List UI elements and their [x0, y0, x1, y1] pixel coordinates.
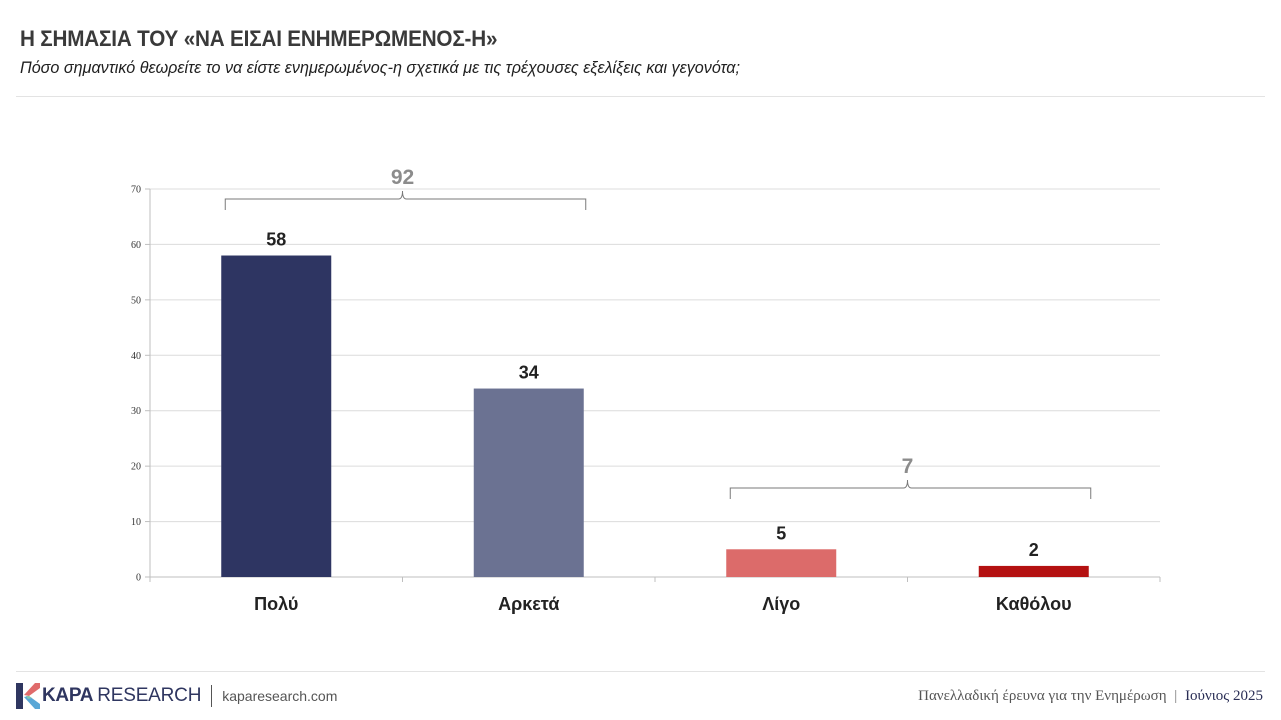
y-tick-label: 10: [131, 517, 141, 528]
data-label: 58: [266, 230, 286, 250]
survey-source: Πανελλαδική έρευνα για την Ενημέρωση: [918, 688, 1167, 704]
y-tick-label: 60: [131, 240, 141, 251]
group-bracket: [224, 190, 587, 210]
bar-4: [978, 565, 1089, 577]
footer-source: Πανελλαδική έρευνα για την Ενημέρωση | Ι…: [918, 688, 1263, 705]
y-tick-label: 50: [131, 295, 141, 306]
logo-kapa-text: KAPA: [42, 685, 94, 706]
logo-research-text: RESEARCH: [97, 685, 202, 706]
data-label: 34: [519, 363, 539, 383]
y-tick-label: 30: [131, 406, 141, 417]
y-tick-label: 20: [131, 462, 141, 473]
data-label: 5: [776, 523, 786, 543]
y-tick-label: 0: [136, 573, 141, 584]
group-total-label: 92: [391, 166, 414, 189]
logo-separator: [211, 685, 213, 707]
chart-labels: 58 Πολύ 34 Αρκετά 5 Λίγο 2 Καθόλου: [254, 230, 1071, 614]
y-tick-label: 70: [131, 185, 141, 196]
header-divider: [16, 96, 1265, 97]
category-label: Πολύ: [254, 594, 298, 614]
chart-group-brackets: 92 7: [224, 166, 1092, 499]
footer-separator: |: [1174, 688, 1178, 704]
category-label: Λίγο: [762, 594, 800, 614]
bar-3: [726, 549, 837, 577]
website-url[interactable]: kaparesearch.com: [222, 688, 338, 704]
survey-date: Ιούνιος 2025: [1185, 688, 1263, 704]
category-label: Καθόλου: [996, 594, 1072, 614]
bar-chart: 0 10 20 30 40 50 60 70 58 Πολύ 34 Αρκετά 5 Λίγο 2 Καθό…: [131, 166, 1161, 614]
group-bracket: [729, 479, 1092, 499]
page-title: Η ΣΗΜΑΣΙΑ ΤΟΥ «ΝΑ ΕΙΣΑΙ ΕΝΗΜΕΡΩΜΕΝΟΣ-Η»: [20, 26, 498, 51]
footer-divider: [16, 671, 1265, 672]
data-label: 2: [1029, 540, 1039, 560]
y-tick-label: 40: [131, 351, 141, 362]
group-total-label: 7: [902, 455, 914, 478]
category-label: Αρκετά: [498, 594, 559, 614]
chart-bars: [221, 255, 1089, 577]
kapa-logo-icon: [16, 683, 40, 709]
page-subtitle: Πόσο σημαντικό θεωρείτε το να είστε ενημ…: [20, 58, 740, 77]
kapa-research-logo: KAPA RESEARCH kaparesearch.com: [16, 683, 337, 709]
bar-1: [221, 255, 332, 577]
bar-2: [473, 388, 584, 577]
